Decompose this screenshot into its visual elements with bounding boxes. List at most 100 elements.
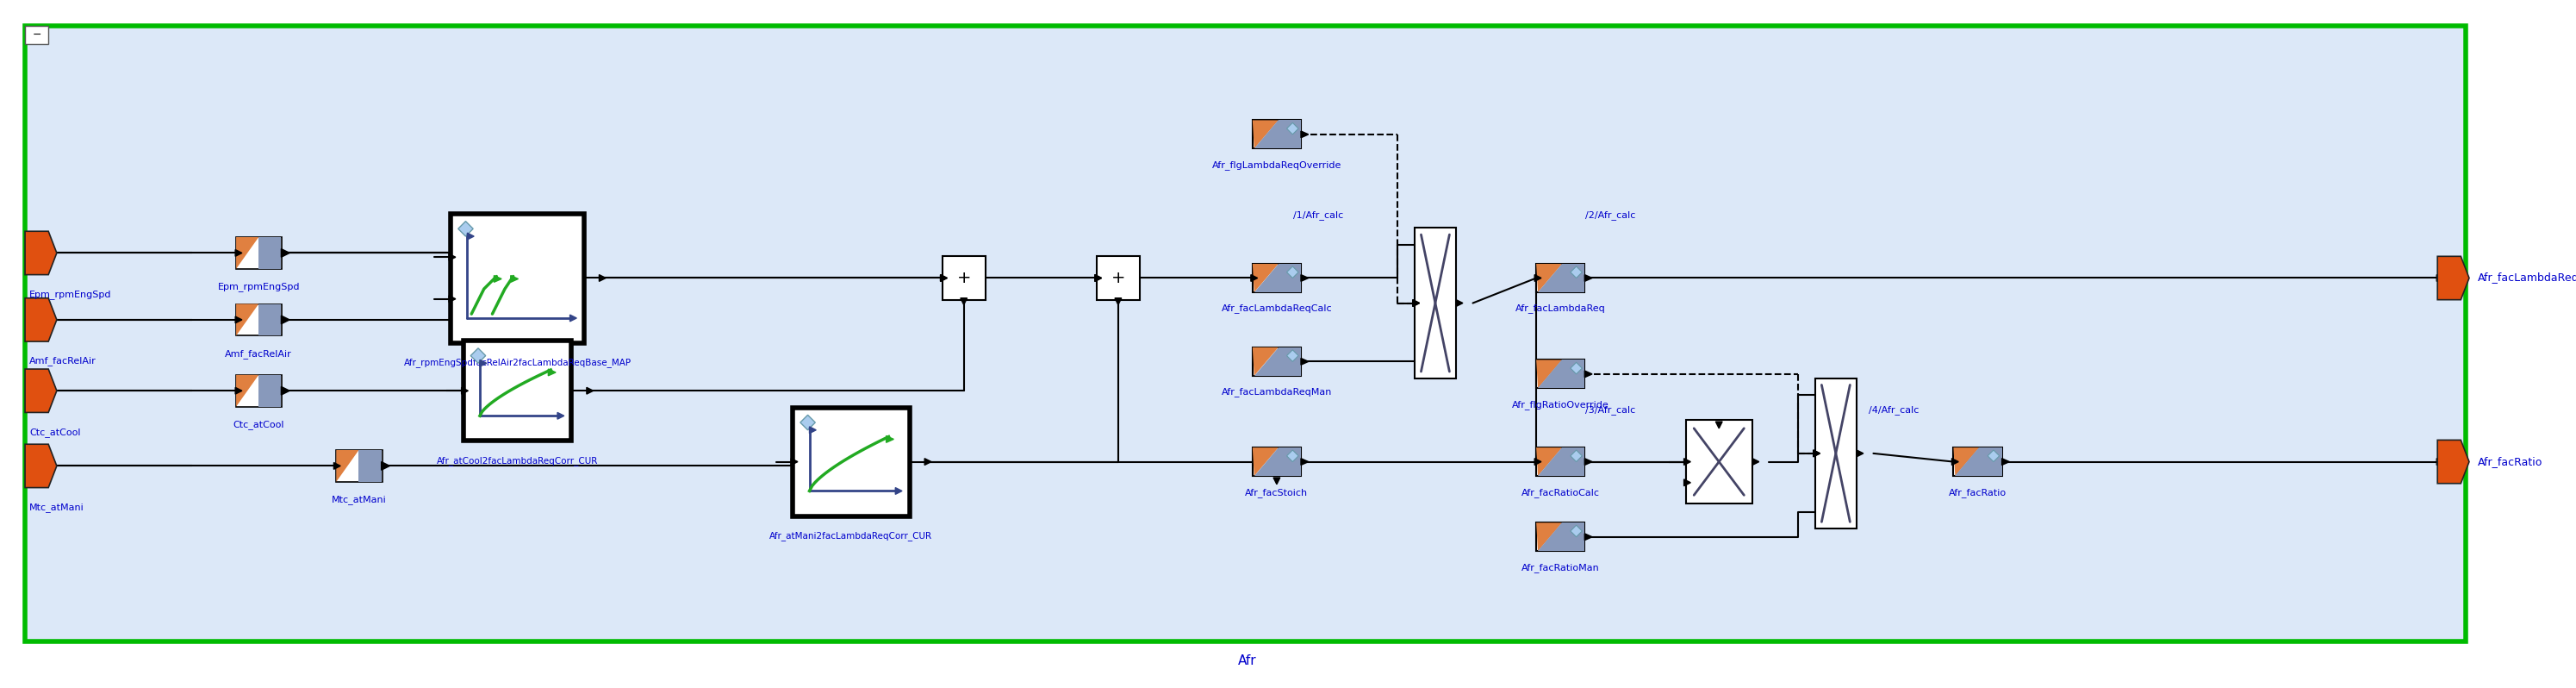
Text: +: + <box>1110 270 1126 286</box>
Bar <box>1252 448 1301 476</box>
Polygon shape <box>1538 360 1584 388</box>
Polygon shape <box>495 275 502 282</box>
Bar <box>1252 347 1301 376</box>
Text: Afr_facLambdaReqMan: Afr_facLambdaReqMan <box>1221 387 1332 397</box>
Polygon shape <box>1535 275 1540 281</box>
Text: Afr: Afr <box>1239 654 1257 667</box>
Bar <box>1953 448 2002 476</box>
Text: Afr_facStoich: Afr_facStoich <box>1244 488 1309 497</box>
Polygon shape <box>337 450 358 482</box>
Polygon shape <box>1571 266 1582 278</box>
Polygon shape <box>26 231 57 275</box>
Polygon shape <box>1288 122 1298 134</box>
Bar <box>1535 448 1584 476</box>
Bar <box>451 214 585 343</box>
Text: Afr_facRatio: Afr_facRatio <box>1950 488 2007 497</box>
Polygon shape <box>1685 458 1690 465</box>
Polygon shape <box>237 237 258 269</box>
Text: /1/Afr_calc: /1/Afr_calc <box>1293 211 1345 220</box>
Polygon shape <box>1273 477 1280 484</box>
Polygon shape <box>258 375 281 407</box>
Polygon shape <box>1301 458 1309 465</box>
Polygon shape <box>1288 266 1298 278</box>
Polygon shape <box>1814 450 1821 457</box>
Bar <box>1252 120 1301 149</box>
Text: Afr_atMani2facLambdaReqCorr_CUR: Afr_atMani2facLambdaReqCorr_CUR <box>770 531 933 541</box>
Bar <box>1535 264 1584 292</box>
Polygon shape <box>471 348 487 363</box>
Polygon shape <box>1571 363 1582 374</box>
Text: Ctc_atCool: Ctc_atCool <box>28 427 80 437</box>
Polygon shape <box>1716 422 1723 429</box>
Polygon shape <box>237 304 258 336</box>
Polygon shape <box>925 458 933 465</box>
Polygon shape <box>1255 264 1301 292</box>
Polygon shape <box>1584 371 1592 378</box>
Polygon shape <box>1538 523 1584 551</box>
Bar <box>1685 420 1752 504</box>
Polygon shape <box>1752 458 1759 465</box>
Polygon shape <box>940 275 948 281</box>
Polygon shape <box>258 237 281 269</box>
Bar <box>237 375 281 407</box>
Text: Epm_rpmEngSpd: Epm_rpmEngSpd <box>216 282 299 292</box>
Text: Mtc_atMani: Mtc_atMani <box>28 503 85 512</box>
Text: Afr_flgRatioOverride: Afr_flgRatioOverride <box>1512 400 1610 409</box>
Text: Afr_facLambdaReq: Afr_facLambdaReq <box>2478 272 2576 283</box>
Polygon shape <box>1989 450 1999 462</box>
Polygon shape <box>1301 358 1309 365</box>
Polygon shape <box>1814 450 1821 457</box>
Polygon shape <box>886 436 894 442</box>
Bar <box>1252 264 1301 292</box>
Polygon shape <box>600 275 605 281</box>
Text: Afr_facRatioCalc: Afr_facRatioCalc <box>1522 488 1600 497</box>
Polygon shape <box>549 369 556 376</box>
Polygon shape <box>466 233 474 239</box>
Text: Afr_facRatioMan: Afr_facRatioMan <box>1522 563 1600 572</box>
Polygon shape <box>281 316 289 324</box>
Text: Epm_rpmEngSpd: Epm_rpmEngSpd <box>28 290 111 299</box>
Polygon shape <box>1535 360 1561 388</box>
Polygon shape <box>809 427 817 433</box>
Polygon shape <box>1538 448 1584 476</box>
Polygon shape <box>1255 448 1301 476</box>
Polygon shape <box>556 413 564 419</box>
Bar <box>1535 360 1584 388</box>
Bar <box>1414 228 1455 378</box>
Text: Afr_facLambdaReqCalc: Afr_facLambdaReqCalc <box>1221 304 1332 313</box>
Polygon shape <box>1571 525 1582 537</box>
Polygon shape <box>1535 264 1561 292</box>
Polygon shape <box>1252 275 1257 281</box>
Polygon shape <box>1455 300 1463 306</box>
Bar <box>337 450 381 482</box>
Text: /3/Afr_calc: /3/Afr_calc <box>1584 405 1636 415</box>
Polygon shape <box>1252 120 1278 149</box>
Polygon shape <box>26 298 57 341</box>
Text: Mtc_atMani: Mtc_atMani <box>332 495 386 504</box>
Polygon shape <box>896 488 902 494</box>
Polygon shape <box>2437 275 2442 281</box>
Polygon shape <box>940 275 948 281</box>
Text: Ctc_atCool: Ctc_atCool <box>232 420 283 429</box>
Polygon shape <box>1571 450 1582 462</box>
Polygon shape <box>1584 534 1592 540</box>
Polygon shape <box>1255 347 1301 376</box>
Polygon shape <box>1288 350 1298 361</box>
Polygon shape <box>448 254 456 261</box>
Polygon shape <box>1685 480 1690 486</box>
Polygon shape <box>2002 458 2009 465</box>
Text: /4/Afr_calc: /4/Afr_calc <box>1870 405 1919 415</box>
Polygon shape <box>1412 300 1419 306</box>
Text: Amf_facRelAir: Amf_facRelAir <box>28 356 95 366</box>
Polygon shape <box>381 462 389 470</box>
Polygon shape <box>587 387 592 394</box>
Polygon shape <box>358 450 381 482</box>
Text: −: − <box>31 30 41 41</box>
Text: Amf_facRelAir: Amf_facRelAir <box>224 349 291 358</box>
Text: Afr_facLambdaReq: Afr_facLambdaReq <box>1515 304 1605 313</box>
Polygon shape <box>569 315 577 321</box>
Polygon shape <box>1252 264 1278 292</box>
Polygon shape <box>448 296 456 302</box>
Polygon shape <box>801 415 814 430</box>
Polygon shape <box>2437 440 2470 484</box>
